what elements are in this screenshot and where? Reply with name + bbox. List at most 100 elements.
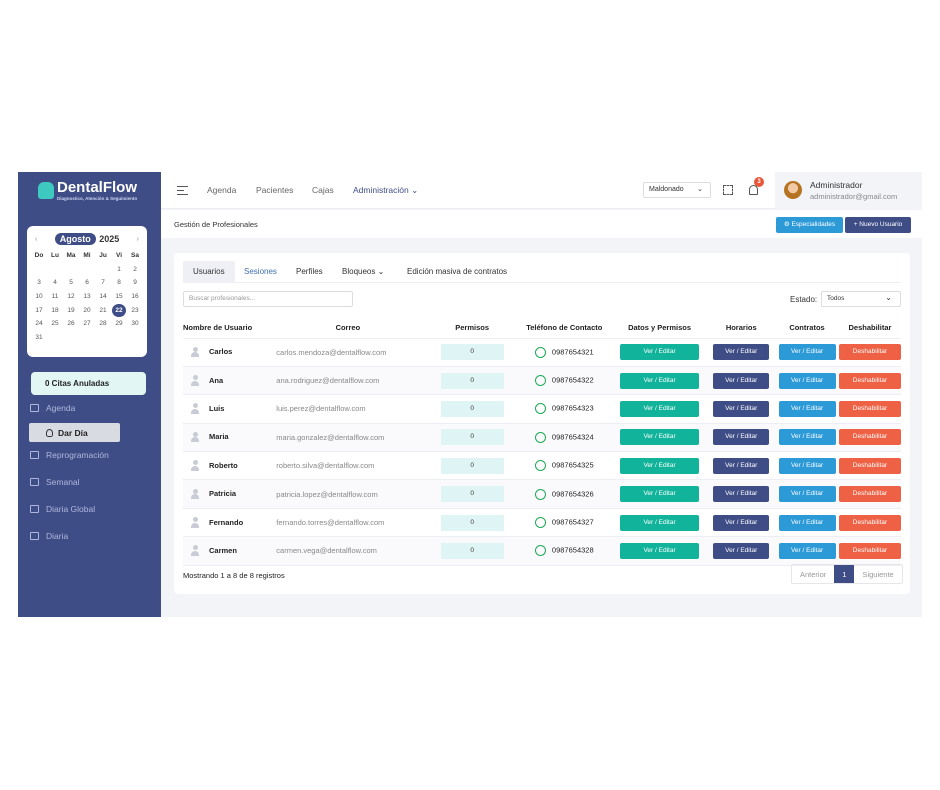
menu-toggle-icon[interactable] [177,186,188,198]
horarios-button[interactable]: Ver / Editar [713,372,770,389]
calendar-day[interactable]: 5 [69,279,73,287]
horarios-button[interactable]: Ver / Editar [713,429,770,446]
nav-administracion[interactable]: Administración ⌄ [353,185,418,196]
citas-anuladas-badge[interactable]: 0 Citas Anuladas [31,372,146,395]
contratos-button[interactable]: Ver / Editar [778,486,836,503]
calendar-day[interactable]: 30 [131,320,139,328]
calendar-day[interactable]: 23 [131,306,139,314]
estado-select[interactable]: Todos ⌄ [821,291,901,307]
calendar-day[interactable]: 11 [51,293,59,301]
datos-permisos-button[interactable]: Ver / Editar [620,372,700,389]
deshabilitar-button[interactable]: Deshabilitar [838,344,901,361]
calendar-day[interactable]: 13 [83,293,91,301]
calendar-day[interactable]: 21 [99,306,107,314]
whatsapp-icon[interactable] [534,545,546,557]
datos-permisos-button[interactable]: Ver / Editar [620,514,700,531]
calendar-day[interactable]: 17 [35,306,43,314]
contratos-button[interactable]: Ver / Editar [778,542,836,559]
nav-agenda[interactable]: Agenda [207,185,237,195]
contratos-button[interactable]: Ver / Editar [778,429,836,446]
page-1-button[interactable]: 1 [834,565,855,583]
horarios-button[interactable]: Ver / Editar [713,486,770,503]
horarios-button[interactable]: Ver / Editar [713,457,770,474]
user-menu[interactable]: Administrador administrador@gmail.com [775,172,922,209]
whatsapp-icon[interactable] [534,488,546,500]
contratos-button[interactable]: Ver / Editar [778,400,836,417]
nav-cajas[interactable]: Cajas [312,185,334,195]
sucursal-select[interactable]: Maldonado ⌄ [643,182,711,198]
bell-icon[interactable] [749,185,758,195]
datos-permisos-button[interactable]: Ver / Editar [620,542,700,559]
prev-month-button[interactable]: ‹ [35,235,38,243]
horarios-button[interactable]: Ver / Editar [713,344,770,361]
sidebar-item-diaria[interactable]: Diaria [30,531,68,541]
calendar-day[interactable]: 27 [83,320,91,328]
deshabilitar-button[interactable]: Deshabilitar [838,429,901,446]
contratos-button[interactable]: Ver / Editar [778,372,836,389]
calendar-day[interactable]: 12 [67,293,75,301]
logo[interactable]: DentalFlow Diagnostico, Atención & Segui… [38,180,137,201]
deshabilitar-button[interactable]: Deshabilitar [838,542,901,559]
nav-pacientes[interactable]: Pacientes [256,185,294,195]
prev-page-button[interactable]: Anterior [800,570,827,579]
datos-permisos-button[interactable]: Ver / Editar [620,486,700,503]
sidebar-item-semanal[interactable]: Semanal [30,477,80,487]
tab-usuarios[interactable]: Usuarios [183,261,235,283]
calendar-day[interactable]: 9 [133,279,137,287]
deshabilitar-button[interactable]: Deshabilitar [838,514,901,531]
calendar-day[interactable]: 2 [133,265,137,273]
whatsapp-icon[interactable] [534,460,546,472]
horarios-button[interactable]: Ver / Editar [713,542,770,559]
nuevo-usuario-button[interactable]: + Nuevo Usuario [845,217,911,233]
calendar-day[interactable]: 16 [131,293,139,301]
calendar-day[interactable]: 26 [67,320,75,328]
calendar-day[interactable]: 31 [35,334,43,342]
tab-sesiones[interactable]: Sesiones [244,267,277,276]
datos-permisos-button[interactable]: Ver / Editar [620,429,700,446]
sidebar-item-dar-dia[interactable]: Dar Día [29,423,120,442]
calendar-day[interactable]: 1 [117,265,121,273]
calendar-day[interactable]: 20 [83,306,91,314]
sidebar-item-reprogramacion[interactable]: Reprogramación [30,450,109,460]
calendar-day[interactable]: 19 [67,306,75,314]
fullscreen-icon[interactable] [723,185,733,195]
calendar-day[interactable]: 15 [115,293,123,301]
tab-edicion-masiva[interactable]: Edición masiva de contratos [407,267,508,276]
datos-permisos-button[interactable]: Ver / Editar [620,400,700,417]
calendar-day[interactable]: 28 [99,320,107,328]
search-input[interactable]: Buscar profesionales... [183,291,353,307]
next-month-button[interactable]: › [136,235,139,243]
especialidades-button[interactable]: ⚙ Especialidades [776,217,843,233]
datos-permisos-button[interactable]: Ver / Editar [620,344,700,361]
calendar-day[interactable]: 7 [101,279,105,287]
calendar-day[interactable]: 3 [37,279,41,287]
calendar-day[interactable]: 25 [51,320,59,328]
column-header[interactable]: Nombre de Usuario [183,317,269,339]
calendar-day[interactable]: 29 [115,320,123,328]
contratos-button[interactable]: Ver / Editar [778,514,836,531]
calendar-day[interactable]: 14 [99,293,107,301]
calendar-day[interactable]: 4 [53,279,57,287]
horarios-button[interactable]: Ver / Editar [713,400,770,417]
calendar-day[interactable]: 10 [35,293,43,301]
deshabilitar-button[interactable]: Deshabilitar [838,457,901,474]
whatsapp-icon[interactable] [534,403,546,415]
whatsapp-icon[interactable] [534,375,546,387]
next-page-button[interactable]: Siguiente [862,570,894,579]
tab-perfiles[interactable]: Perfiles [296,267,323,276]
month-selector[interactable]: Agosto [54,233,96,245]
sidebar-item-diaria-global[interactable]: Diaria Global [30,504,95,514]
whatsapp-icon[interactable] [534,346,546,358]
whatsapp-icon[interactable] [534,431,546,443]
calendar-day[interactable]: 22 [112,303,126,318]
deshabilitar-button[interactable]: Deshabilitar [838,486,901,503]
whatsapp-icon[interactable] [534,517,546,529]
year-label[interactable]: 2025 [99,234,120,244]
tab-bloqueos[interactable]: Bloqueos ⌄ [342,261,384,283]
calendar-day[interactable]: 8 [117,279,121,287]
contratos-button[interactable]: Ver / Editar [778,457,836,474]
calendar-day[interactable]: 6 [85,279,89,287]
datos-permisos-button[interactable]: Ver / Editar [620,457,700,474]
horarios-button[interactable]: Ver / Editar [713,514,770,531]
calendar-day[interactable]: 24 [35,320,43,328]
